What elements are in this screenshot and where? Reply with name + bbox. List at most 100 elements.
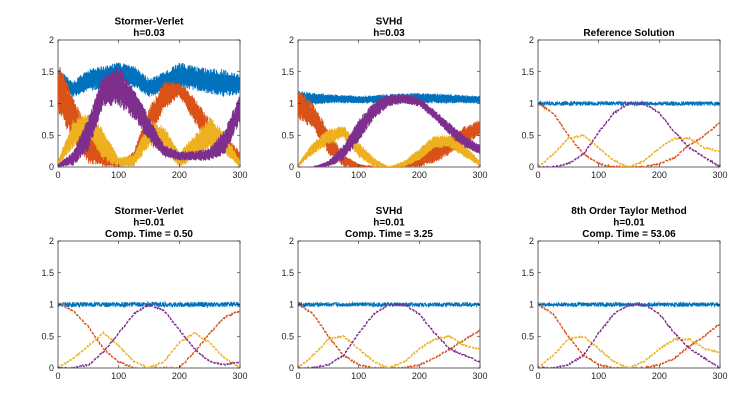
subplot-title: Comp. Time = 53.06 <box>582 229 676 240</box>
series-purple <box>58 303 240 368</box>
subplot-4: 0 100 200 300 0 0.5 1 1.5 2 Stormer-Verleth=0.01C… <box>41 206 247 381</box>
series-orange <box>58 302 240 368</box>
series-purple <box>298 93 480 167</box>
series-orange <box>298 91 480 167</box>
x-tick-label: 100 <box>111 170 126 180</box>
y-tick-label: 0.5 <box>521 331 534 341</box>
subplot-title: SVHd <box>376 17 403 28</box>
y-tick-label: 1.5 <box>521 67 534 77</box>
series-purple <box>298 302 480 368</box>
x-tick-label: 0 <box>55 170 60 180</box>
y-tick-label: 0.5 <box>41 331 54 341</box>
y-tick-label: 0 <box>289 363 294 373</box>
y-tick-label: 2 <box>289 35 294 45</box>
series-yellow <box>298 126 480 167</box>
x-tick-label: 300 <box>472 170 487 180</box>
subplot-3: 0 100 200 300 0 0.5 1 1.5 2 Reference Solution <box>521 28 727 180</box>
x-tick-label: 100 <box>111 371 126 381</box>
y-tick-label: 0 <box>49 363 54 373</box>
y-tick-label: 1 <box>289 300 294 310</box>
y-tick-label: 1.5 <box>281 67 294 77</box>
x-tick-label: 300 <box>232 170 247 180</box>
y-tick-label: 2 <box>289 236 294 246</box>
series-blue <box>538 301 720 309</box>
x-tick-label: 100 <box>351 371 366 381</box>
x-tick-label: 300 <box>232 371 247 381</box>
series-orange <box>538 303 720 368</box>
subplot-title: 8th Order Taylor Method <box>571 206 686 217</box>
subplot-title: Comp. Time = 3.25 <box>345 229 433 240</box>
y-tick-label: 1.5 <box>521 268 534 278</box>
x-tick-label: 100 <box>591 170 606 180</box>
plot-area <box>298 300 480 368</box>
subplot-title: SVHd <box>376 206 403 217</box>
series-yellow <box>58 331 240 368</box>
series-purple <box>538 303 720 368</box>
y-tick-label: 0 <box>289 162 294 172</box>
y-tick-label: 1 <box>529 300 534 310</box>
plot-area <box>538 99 720 167</box>
y-tick-label: 0 <box>49 162 54 172</box>
plot-area <box>58 62 240 167</box>
x-tick-label: 0 <box>535 371 540 381</box>
subplot-title: h=0.01 <box>133 218 165 229</box>
y-tick-label: 0.5 <box>281 331 294 341</box>
series-purple <box>58 66 240 167</box>
series-blue <box>58 62 240 97</box>
y-tick-label: 0 <box>529 162 534 172</box>
x-tick-label: 200 <box>172 170 187 180</box>
x-tick-label: 0 <box>55 371 60 381</box>
subplot-6: 0 100 200 300 0 0.5 1 1.5 2 8th Order Taylor Meth… <box>521 206 727 381</box>
y-tick-label: 2 <box>529 236 534 246</box>
subplot-title: h=0.03 <box>133 28 165 39</box>
x-tick-label: 200 <box>412 371 427 381</box>
y-tick-label: 0.5 <box>521 130 534 140</box>
subplot-title: h=0.01 <box>373 218 405 229</box>
x-tick-label: 100 <box>591 371 606 381</box>
x-tick-label: 300 <box>712 170 727 180</box>
series-blue <box>58 300 240 309</box>
y-tick-label: 1.5 <box>281 268 294 278</box>
x-tick-label: 200 <box>172 371 187 381</box>
y-tick-label: 2 <box>529 35 534 45</box>
y-tick-label: 1 <box>49 99 54 109</box>
x-tick-label: 0 <box>295 170 300 180</box>
subplot-title: Stormer-Verlet <box>115 17 185 28</box>
x-tick-label: 100 <box>351 170 366 180</box>
x-tick-label: 300 <box>472 371 487 381</box>
subplot-title: Stormer-Verlet <box>115 206 185 217</box>
subplot-title: h=0.03 <box>373 28 405 39</box>
x-tick-label: 0 <box>295 371 300 381</box>
x-tick-label: 200 <box>412 170 427 180</box>
x-tick-label: 200 <box>652 170 667 180</box>
plot-area <box>298 91 480 167</box>
y-tick-label: 0.5 <box>41 130 54 140</box>
y-tick-label: 1.5 <box>41 67 54 77</box>
y-tick-label: 1 <box>289 99 294 109</box>
series-yellow <box>298 334 480 368</box>
y-tick-label: 1.5 <box>41 268 54 278</box>
series-yellow <box>538 134 720 167</box>
subplot-title: Reference Solution <box>583 28 674 39</box>
x-tick-label: 300 <box>712 371 727 381</box>
series-yellow <box>538 335 720 368</box>
x-tick-label: 0 <box>535 170 540 180</box>
y-tick-label: 1 <box>529 99 534 109</box>
plot-area <box>538 301 720 368</box>
y-tick-label: 0 <box>529 363 534 373</box>
series-blue <box>538 99 720 108</box>
plot-area <box>58 300 240 368</box>
x-tick-label: 200 <box>652 371 667 381</box>
y-tick-label: 0.5 <box>281 130 294 140</box>
series-purple <box>538 101 720 167</box>
series-orange <box>538 102 720 167</box>
subplot-title: h=0.01 <box>613 218 645 229</box>
y-tick-label: 1 <box>49 300 54 310</box>
subplot-title: Comp. Time = 0.50 <box>105 229 193 240</box>
y-tick-label: 2 <box>49 236 54 246</box>
y-tick-label: 2 <box>49 35 54 45</box>
